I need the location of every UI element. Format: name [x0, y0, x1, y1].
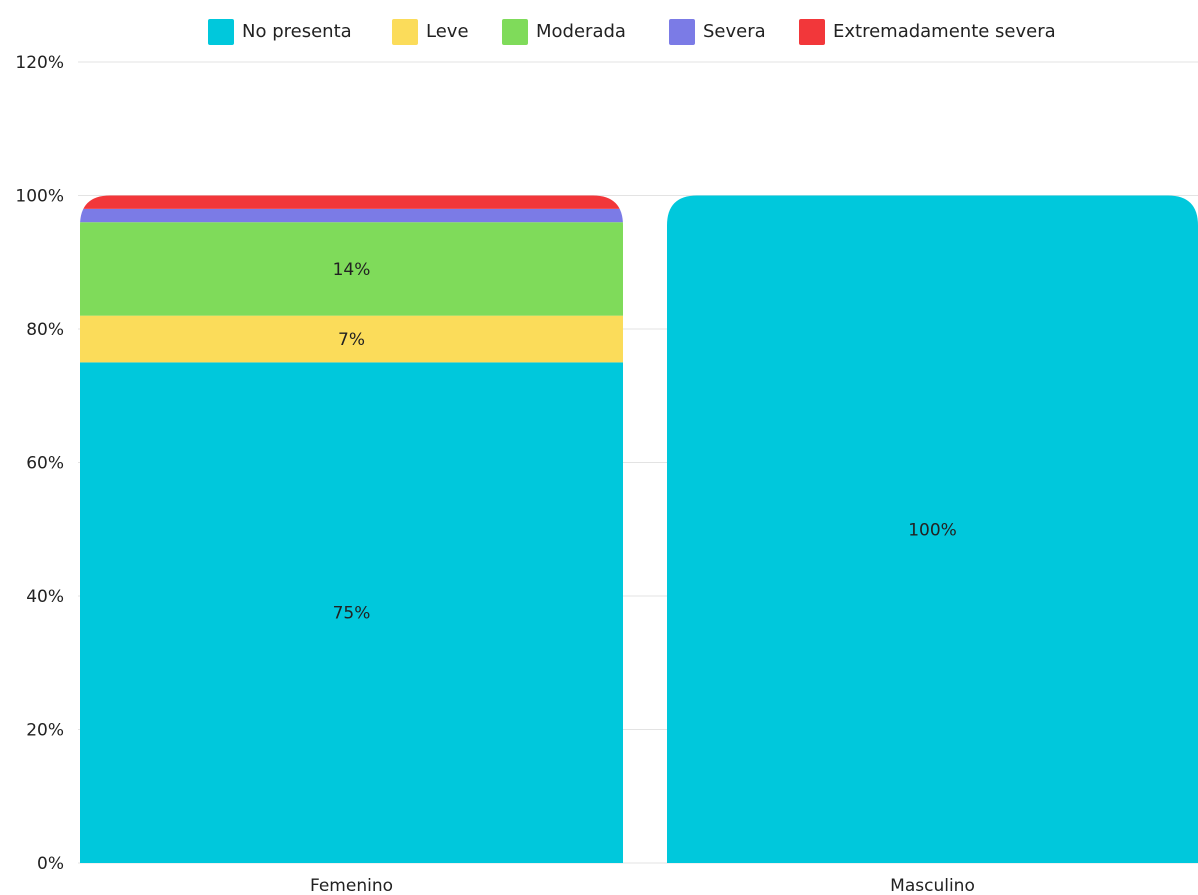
y-axis-tick-labels: 0% 20% 40% 60% 80% 100% 120% — [15, 53, 64, 874]
legend-label: Moderada — [536, 21, 626, 42]
data-labels: 75% 7% 14% 100% — [333, 260, 957, 624]
data-label-masculino-no-presenta: 100% — [908, 520, 957, 540]
data-label-femenino-moderada: 14% — [333, 260, 371, 280]
data-label-femenino-no-presenta: 75% — [333, 604, 371, 624]
x-axis-tick-labels: Femenino Masculino — [310, 876, 975, 895]
data-label-femenino-leve: 7% — [338, 330, 365, 350]
legend-label: Extremadamente severa — [833, 21, 1056, 42]
legend-item-severa[interactable]: Severa — [669, 19, 766, 45]
y-tick-label: 40% — [26, 587, 64, 607]
legend-swatch — [392, 19, 418, 45]
bars — [80, 195, 1198, 863]
legend-item-no-presenta[interactable]: No presenta — [208, 19, 352, 45]
bar-segment-femenino-severa — [80, 208, 623, 223]
bar-segment-femenino-no-presenta — [80, 362, 623, 863]
x-tick-label-femenino: Femenino — [310, 876, 393, 895]
legend-label: Severa — [703, 21, 766, 42]
bar-segment-femenino-moderada — [80, 222, 623, 316]
x-tick-label-masculino: Masculino — [890, 876, 975, 895]
legend-item-moderada[interactable]: Moderada — [502, 19, 626, 45]
bar-segment-femenino-leve — [80, 315, 623, 363]
legend-item-extremadamente-severa[interactable]: Extremadamente severa — [799, 19, 1056, 45]
legend: No presenta Leve Moderada Severa Extremadame… — [208, 19, 1056, 45]
legend-label: Leve — [426, 21, 469, 42]
legend-swatch — [669, 19, 695, 45]
y-tick-label: 0% — [37, 854, 64, 874]
y-tick-label: 100% — [15, 187, 64, 207]
bar-segment-femenino-extremadamente-severa — [80, 195, 623, 209]
y-tick-label: 60% — [26, 454, 64, 474]
bar-segment-masculino-no-presenta — [667, 195, 1198, 863]
legend-swatch — [208, 19, 234, 45]
y-tick-label: 120% — [15, 53, 64, 73]
legend-label: No presenta — [242, 21, 352, 42]
legend-item-leve[interactable]: Leve — [392, 19, 469, 45]
legend-swatch — [502, 19, 528, 45]
y-tick-label: 20% — [26, 721, 64, 741]
y-tick-label: 80% — [26, 320, 64, 340]
bar-stack-femenino — [80, 195, 623, 863]
bar-stack-masculino — [667, 195, 1198, 863]
legend-swatch — [799, 19, 825, 45]
